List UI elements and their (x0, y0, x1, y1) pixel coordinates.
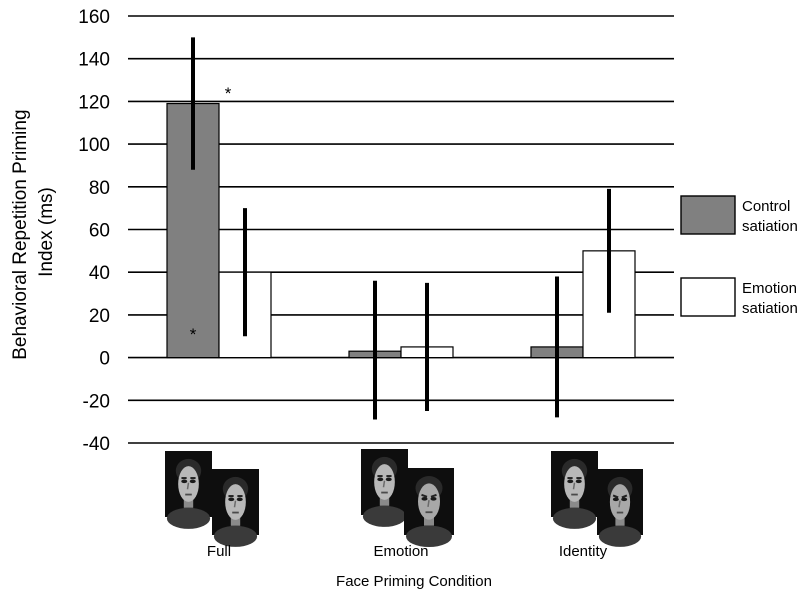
legend-label-line: Emotion (742, 280, 797, 297)
y-axis-title: Behavioral Repetition Priming Index (ms) (10, 104, 57, 360)
y-axis-title-line-1: Behavioral Repetition Priming (10, 109, 31, 359)
legend-label-line: Control (742, 198, 790, 215)
significance-asterisk: * (225, 84, 232, 103)
face-stimuli (165, 449, 643, 548)
y-tick-label: 120 (78, 92, 110, 113)
x-category-label: Emotion (373, 543, 428, 560)
x-category-label: Identity (559, 543, 608, 560)
y-tick-labels: 160 140 120 100 80 60 40 20 0 -20 -40 (78, 7, 110, 455)
bars (166, 102, 636, 359)
legend-swatch (680, 277, 736, 317)
face-photo (551, 451, 598, 529)
legend: Control satiation Emotion satiation (680, 195, 798, 317)
significance-asterisk: * (190, 325, 197, 344)
legend-label: Control satiation (742, 198, 798, 235)
face-photo (212, 469, 259, 547)
legend-label: Emotion satiation (742, 280, 798, 317)
y-tick-label: 0 (99, 349, 110, 370)
y-axis-title-line-2: Index (ms) (36, 187, 57, 277)
y-tick-label: 140 (78, 50, 110, 71)
legend-label-line: satiation (742, 218, 798, 235)
y-tick-label: 40 (89, 263, 110, 284)
x-axis-title: Face Priming Condition (336, 573, 492, 590)
face-photo (361, 449, 408, 527)
annotations: ** (190, 84, 232, 344)
face-photo (165, 451, 212, 529)
y-tick-label: -20 (83, 391, 110, 412)
y-tick-label: 80 (89, 178, 110, 199)
face-photo (597, 469, 643, 547)
y-tick-label: 100 (78, 135, 110, 156)
face-photo (404, 468, 454, 548)
y-tick-label: 60 (89, 221, 110, 242)
legend-label-line: satiation (742, 300, 798, 317)
error-bars (191, 37, 611, 420)
y-tick-label: 20 (89, 306, 110, 327)
legend-swatch (680, 195, 736, 235)
y-tick-label: -40 (83, 434, 110, 455)
y-tick-label: 160 (78, 7, 110, 28)
x-category-label: Full (207, 543, 231, 560)
x-category-labels: Full Emotion Identity (207, 543, 608, 560)
